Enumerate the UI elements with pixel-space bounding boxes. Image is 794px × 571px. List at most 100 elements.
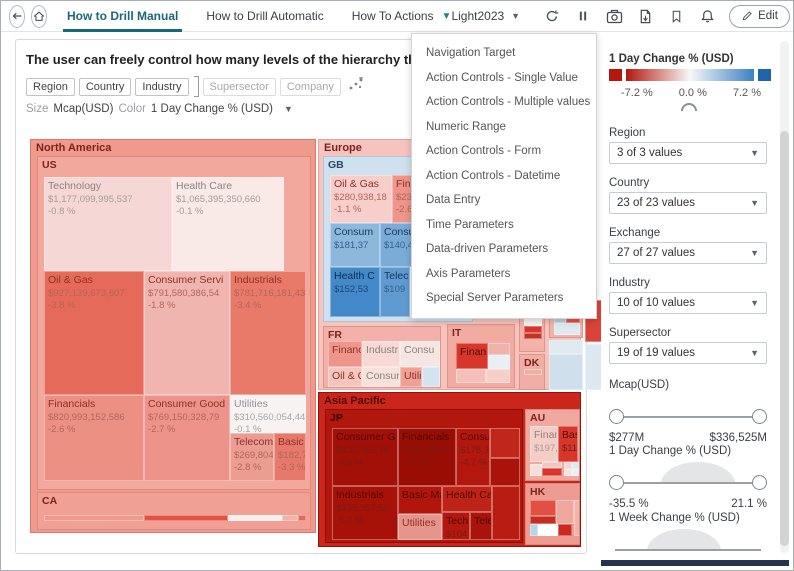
treemap-group-fr[interactable]: FR Financ Oil & G Industr Consu Consur Utili (323, 326, 441, 388)
cell-telecomr[interactable]: Telecomr $269,804 -2.8 % (230, 433, 274, 481)
slider-handle-max[interactable] (752, 409, 767, 424)
cell-block[interactable] (282, 515, 298, 521)
workbook-selector[interactable]: Light2023 ▼ (451, 9, 520, 23)
filter-select-country[interactable]: 23 of 23 values ▼ (609, 192, 767, 214)
cell-block[interactable] (530, 464, 542, 476)
size-value[interactable]: Mcap(USD) (53, 103, 114, 115)
cell-block[interactable] (490, 428, 520, 458)
refresh-icon[interactable] (543, 8, 561, 25)
cell-financials[interactable]: Financials $330,369,7 -10.4 % (398, 428, 456, 486)
cell-financia[interactable]: Financia$197,12 (530, 426, 558, 462)
cell-consumer-g[interactable]: Consumer G $431,765,76 -6.5 % (332, 428, 398, 486)
treemap-group-au[interactable]: AUFinancia$197,12Basi$117 (525, 409, 580, 481)
menu-item-data-entry[interactable]: Data Entry (426, 194, 481, 207)
hierarchy-chip-supersector[interactable]: Supersector (202, 77, 276, 96)
menu-item-axis-parameters[interactable]: Axis Parameters (426, 267, 511, 280)
cell-health-c[interactable]: Health C $152,53 (330, 267, 380, 317)
cell-consu[interactable]: Consu $140,4 (380, 223, 418, 267)
treemap-group-ca[interactable]: CA (37, 492, 311, 530)
cell-telec[interactable]: Telec $109 (380, 267, 410, 317)
cell-consumer-good[interactable]: Consumer Good $769,150,328,79 -2.7 % (144, 395, 230, 481)
menu-item-action-controls-datetime[interactable]: Action Controls - Datetime (426, 169, 561, 182)
cell-block[interactable] (564, 462, 572, 469)
menu-item-navigation-target[interactable]: Navigation Target (426, 47, 516, 60)
cell-block[interactable] (524, 326, 542, 333)
cell-block[interactable] (492, 486, 520, 540)
menu-item-action-controls-single-value[interactable]: Action Controls - Single Value (426, 71, 578, 84)
cell-consu[interactable]: Consu (400, 341, 440, 367)
treemap-group-jp[interactable]: JP Consumer G $431,765,76 -6.5 % Financials $… (325, 409, 523, 543)
cell-block[interactable] (228, 515, 282, 521)
hierarchy-chip-region[interactable]: Region (26, 77, 75, 96)
menu-item-time-parameters[interactable]: Time Parameters (426, 218, 514, 231)
treemap-group-it[interactable]: IT Finan (447, 324, 515, 388)
cell-block[interactable] (488, 355, 510, 369)
export-pdf-icon[interactable] (636, 8, 654, 25)
cell-block[interactable] (556, 500, 574, 524)
filter-select-industry[interactable]: 10 of 10 values ▼ (609, 292, 767, 314)
cell-basi[interactable]: Basi$117 (558, 426, 578, 462)
cell-block[interactable] (530, 524, 538, 536)
cell-basic-ma[interactable]: Basic Ma (398, 486, 442, 514)
home-button[interactable] (31, 4, 47, 28)
treemap-group-hk[interactable]: HK (525, 483, 580, 545)
cell-block[interactable] (44, 515, 144, 521)
menu-item-action-controls-form[interactable]: Action Controls - Form (426, 145, 542, 158)
cell-tech[interactable]: Tech $104 (442, 512, 470, 540)
cell-financials[interactable]: Financials $820,993,152,586 -2.6 % (44, 395, 144, 481)
cell-block[interactable] (524, 369, 542, 375)
cell-block[interactable] (542, 462, 562, 468)
cell-block[interactable] (488, 343, 510, 355)
menu-item-action-controls-multiple-values[interactable]: Action Controls - Multiple values (426, 96, 591, 109)
filter-select-exchange[interactable]: 27 of 27 values ▼ (609, 242, 767, 264)
filter-select-supersector[interactable]: 19 of 19 values ▼ (609, 342, 767, 364)
cell-block[interactable] (564, 469, 572, 476)
cell-industrials[interactable]: Industrials $335,357,51 -6.7 % (332, 486, 398, 540)
cell-industr[interactable]: Industr (362, 341, 400, 367)
back-button[interactable] (9, 4, 25, 28)
hierarchy-chip-industry[interactable]: Industry (135, 77, 189, 96)
cell-health-ca[interactable]: Health Ca (442, 486, 492, 512)
cell-block[interactable] (549, 354, 583, 390)
cell-block[interactable] (524, 333, 542, 339)
cell-block[interactable] (530, 516, 556, 524)
cell-block[interactable] (144, 515, 228, 521)
menu-item-data-driven-parameters[interactable]: Data-driven Parameters (426, 243, 549, 256)
cell-health-care[interactable]: Health Care $1,065,395,350,660 -0.1 % (172, 177, 284, 271)
slider-handle-max[interactable] (752, 475, 767, 490)
treemap-region-north-america[interactable]: North America US Technology $1,177,099,995,… (30, 139, 316, 533)
hierarchy-chip-company[interactable]: Company (279, 77, 341, 96)
menu-item-numeric-range[interactable]: Numeric Range (426, 120, 506, 133)
filter-select-region[interactable]: 3 of 3 values ▼ (609, 142, 767, 164)
cell-consur[interactable]: Consur (362, 367, 400, 387)
cell-consu[interactable]: Consu $178,3 -4.7 % (456, 428, 490, 486)
tab-how-to-drill-manual[interactable]: How to Drill Manual (62, 1, 183, 32)
treemap-region-asia-pacific[interactable]: Asia Pacific JP Consumer G $431,765,76 -6.5 … (318, 392, 581, 547)
notifications-icon[interactable] (698, 8, 716, 25)
tab-how-to-drill-automatic[interactable]: How to Drill Automatic (206, 1, 323, 32)
cell-oil-g[interactable]: Oil & G (328, 367, 362, 387)
cell-consumer-servi[interactable]: Consumer Servi $791,580,386,54 -1.8 % (144, 271, 230, 395)
slider-handle-min[interactable] (609, 475, 624, 490)
cell-block[interactable] (572, 469, 579, 476)
bookmark-icon[interactable] (667, 8, 685, 25)
cell-tele[interactable]: Tele (470, 512, 492, 540)
cell-financ[interactable]: Financ (328, 341, 362, 367)
menu-item-special-server-parameters[interactable]: Special Server Parameters (426, 292, 564, 305)
color-caret-icon[interactable]: ▼ (284, 104, 293, 114)
cell-block[interactable] (549, 340, 583, 354)
panel-scrollbar[interactable] (780, 131, 789, 546)
hierarchy-chip-country[interactable]: Country (78, 77, 132, 96)
cell-utilities[interactable]: Utilities $310,560,054,44 -0.1 % (230, 395, 306, 433)
cell-block[interactable] (538, 524, 558, 536)
color-value[interactable]: 1 Day Change % (USD) (150, 103, 273, 115)
cell-block[interactable] (486, 369, 510, 383)
treemap-group-us[interactable]: US Technology $1,177,099,995,537 -0.8 % Heal… (37, 156, 311, 490)
cell-block[interactable] (572, 462, 579, 469)
cell-block[interactable] (456, 369, 486, 383)
cell-finan[interactable]: Finan (456, 343, 488, 369)
tab-how-to-actions[interactable]: How To Actions ▼ (352, 1, 452, 32)
cell-block[interactable] (298, 515, 306, 521)
cell-block[interactable] (558, 524, 572, 536)
slider-handle-min[interactable] (609, 409, 624, 424)
